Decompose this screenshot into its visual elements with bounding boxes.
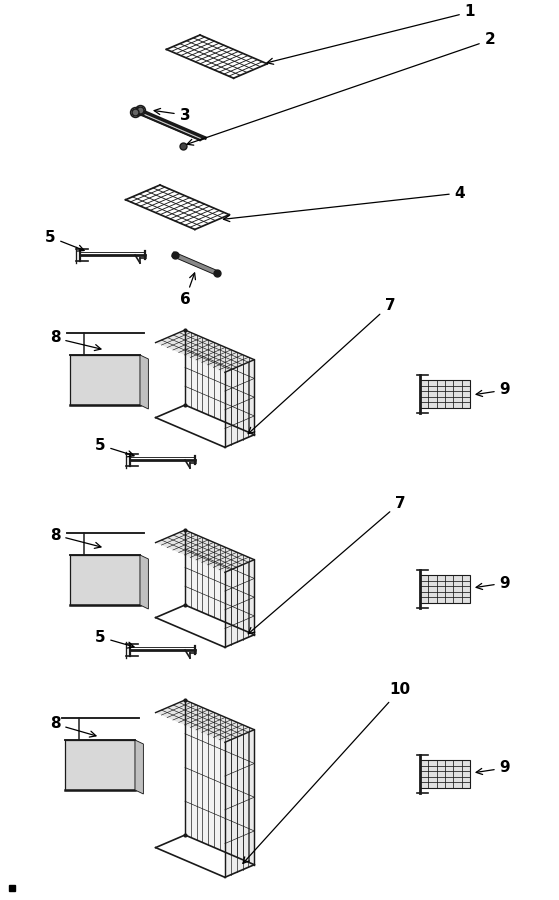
- Polygon shape: [65, 740, 135, 790]
- Text: 5: 5: [94, 437, 134, 457]
- Polygon shape: [420, 575, 470, 603]
- Text: 1: 1: [267, 4, 475, 64]
- Text: 5: 5: [94, 629, 134, 648]
- Polygon shape: [135, 110, 205, 140]
- Polygon shape: [135, 740, 144, 794]
- Polygon shape: [70, 555, 140, 605]
- Polygon shape: [420, 380, 470, 408]
- Text: 10: 10: [243, 682, 410, 863]
- Polygon shape: [140, 355, 148, 409]
- Text: 5: 5: [45, 230, 84, 251]
- Polygon shape: [140, 555, 148, 609]
- Text: 8: 8: [50, 716, 96, 737]
- Polygon shape: [185, 700, 254, 865]
- Text: 2: 2: [187, 32, 495, 145]
- Polygon shape: [70, 355, 140, 405]
- Text: 9: 9: [476, 575, 510, 590]
- Text: 3: 3: [154, 107, 190, 122]
- Polygon shape: [155, 700, 254, 742]
- Polygon shape: [225, 730, 254, 878]
- Text: 6: 6: [179, 273, 196, 308]
- Text: 7: 7: [248, 496, 405, 634]
- Text: 7: 7: [248, 298, 395, 434]
- Text: 9: 9: [476, 382, 510, 398]
- Polygon shape: [225, 360, 254, 447]
- Polygon shape: [185, 330, 254, 435]
- Polygon shape: [155, 530, 254, 572]
- Polygon shape: [155, 330, 254, 373]
- Polygon shape: [420, 760, 470, 788]
- Text: 9: 9: [476, 760, 510, 776]
- Text: 8: 8: [50, 330, 101, 351]
- Polygon shape: [225, 560, 254, 647]
- Text: 8: 8: [50, 527, 101, 548]
- Polygon shape: [185, 530, 254, 634]
- Text: 4: 4: [224, 185, 465, 221]
